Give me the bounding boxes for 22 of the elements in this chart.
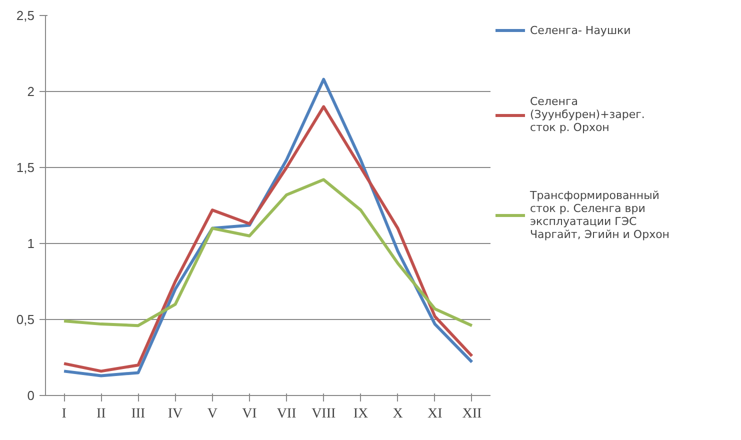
line-series [62,178,474,328]
x-tick-label: XI [427,406,443,422]
legend-label: Трансформированный сток р. Селенга ври эксплуатации ГЭС Чаргайт, Эгийн и Орхон [530,189,670,241]
x-tick-label: II [96,406,106,422]
x-tick-label: VIII [312,406,336,422]
legend-label: Селенга (Зуунбурен)+зарег. сток р. Орхон [530,95,645,134]
y-tick-label: 1,5 [16,160,35,175]
x-tick-label: V [207,406,218,422]
y-tick-label: 0 [27,388,35,403]
y-tick-label: 2 [27,84,35,99]
legend-label: Селенга- Наушки [530,24,631,36]
x-tick-label: VI [242,406,258,422]
x-tick-label: III [131,406,146,422]
y-tick-label: 1 [27,236,35,251]
x-tick-label: I [62,406,67,422]
x-tick-label: X [392,406,403,422]
y-tick-label: 2,5 [16,8,35,23]
x-tick-label: VII [276,406,297,422]
x-tick-label: IX [353,406,368,422]
y-tick-label: 0,5 [16,312,35,327]
x-tick-label: IV [168,406,183,422]
x-tick-label: XII [462,406,482,422]
